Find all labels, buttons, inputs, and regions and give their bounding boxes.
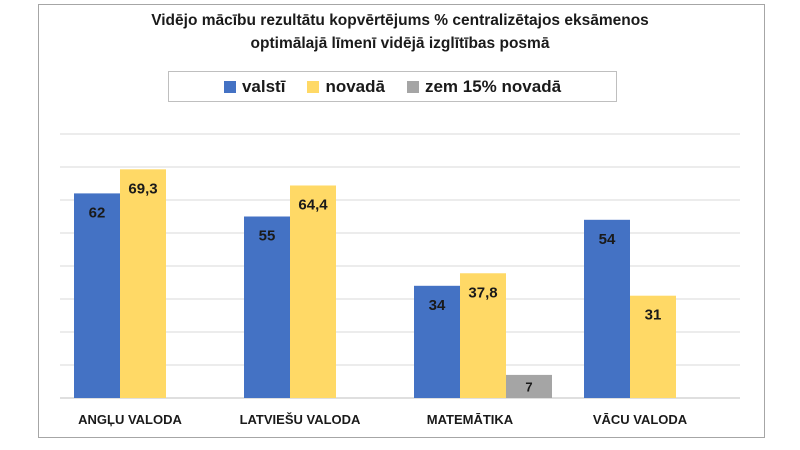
category-label: LATVIEŠU VALODA — [240, 412, 361, 427]
category-label: ANGĻU VALODA — [78, 412, 182, 427]
data-label: 62 — [89, 204, 106, 221]
bar-novada — [630, 295, 676, 398]
data-label: 64,4 — [298, 196, 328, 213]
legend-item-novada: novadā — [307, 77, 385, 97]
bar-novada — [460, 273, 506, 398]
legend-label-novada: novadā — [325, 76, 385, 96]
data-label: 54 — [599, 231, 616, 248]
legend-swatch-novada — [307, 80, 320, 93]
data-label: 31 — [645, 307, 662, 324]
bar-valsti — [244, 216, 290, 398]
bar-novada — [120, 169, 166, 398]
legend-label-valsti: valstī — [241, 76, 286, 96]
bar-valsti — [414, 285, 460, 398]
chart-legend: valstī novadā zem 15% novadā — [168, 71, 617, 102]
data-label: 55 — [259, 228, 276, 245]
data-label: 69,3 — [128, 180, 157, 197]
data-label: 7 — [525, 379, 532, 394]
chart-subtitle: optimālajā līmenī vidējā izglītības posm… — [250, 35, 550, 52]
legend-item-valsti: valstī — [223, 76, 286, 97]
category-label: MATEMĀTIKA — [427, 412, 514, 427]
legend-swatch-valsti — [223, 80, 236, 93]
bar-zem-15 — [506, 374, 552, 398]
category-label: VĀCU VALODA — [593, 412, 688, 427]
legend-swatch-zem-15 — [406, 80, 419, 93]
bar-valsti — [584, 219, 630, 398]
bar-novada — [290, 185, 336, 398]
bar-valsti — [74, 193, 120, 398]
chart-title: Vidējo mācību rezultātu kopvērtējums % c… — [0, 9, 800, 55]
chart-title-line1: Vidējo mācību rezultātu kopvērtējums % c… — [151, 12, 649, 29]
legend-label-zem-15: zem 15% novadā — [424, 76, 562, 96]
data-label: 37,8 — [468, 284, 497, 301]
data-label: 34 — [429, 297, 446, 314]
legend-item-zem-15: zem 15% novadā — [406, 76, 562, 97]
